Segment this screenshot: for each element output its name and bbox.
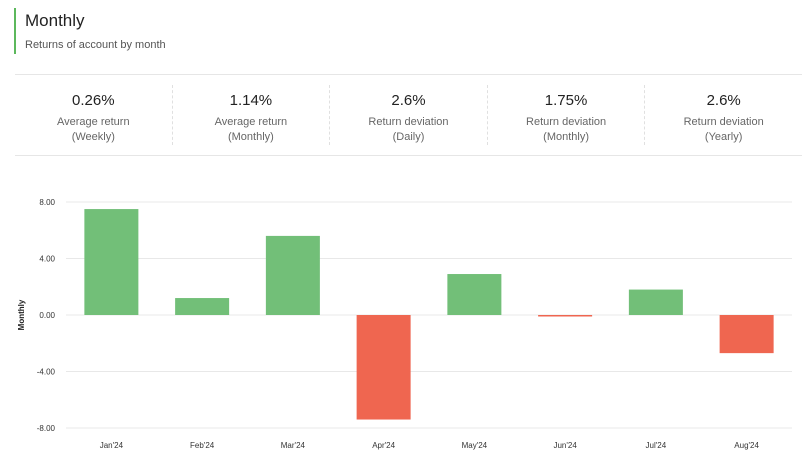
- y-tick-label: -4.00: [37, 368, 56, 377]
- stat-label: Return deviation (Monthly): [526, 116, 607, 143]
- y-tick-label: -8.00: [37, 424, 56, 433]
- x-tick-label: Jan'24: [100, 441, 124, 450]
- label-layer: 8.00 4.00 0.00 -4.00 -8.00 Jan'24 Feb'24 Mar'24…: [37, 198, 760, 450]
- stat-return-deviation-daily: 2.6% Return deviation (Daily): [330, 85, 488, 145]
- stat-value: 2.6%: [706, 92, 741, 109]
- bar-jan-24[interactable]: [84, 209, 139, 315]
- bar-jul-24[interactable]: [628, 289, 683, 315]
- monthly-returns-chart: 8.00 4.00 0.00 -4.00 -8.00 Jan'24 Feb'24 Mar'24…: [17, 198, 792, 450]
- bar-apr-24[interactable]: [356, 315, 411, 420]
- x-tick-label: Feb'24: [190, 441, 215, 450]
- x-tick-label: Mar'24: [281, 441, 306, 450]
- stat-return-deviation-yearly: 2.6% Return deviation (Yearly): [645, 85, 802, 145]
- stat-label: Average return (Weekly): [57, 116, 130, 143]
- page-subtitle: Returns of account by month: [25, 39, 166, 51]
- x-tick-label: Aug'24: [734, 441, 759, 450]
- y-tick-label: 4.00: [39, 255, 55, 264]
- stat-value: 1.75%: [544, 92, 588, 109]
- bar-layer: [84, 209, 774, 420]
- x-tick-label: Jun'24: [553, 441, 577, 450]
- chart-header: Monthly Returns of account by month: [14, 8, 794, 54]
- bar-aug-24[interactable]: [719, 315, 774, 354]
- stat-label: Return deviation (Daily): [368, 116, 449, 143]
- y-tick-label: 8.00: [39, 198, 55, 207]
- stat-value: 0.26%: [72, 92, 115, 109]
- bar-may-24[interactable]: [447, 274, 502, 315]
- y-tick-label: 0.00: [39, 311, 55, 320]
- stat-average-return-monthly: 1.14% Average return (Monthly): [173, 85, 331, 145]
- bar-jun-24[interactable]: [538, 315, 593, 317]
- x-tick-label: Jul'24: [646, 441, 667, 450]
- stat-average-return-weekly: 0.26% Average return (Weekly): [15, 85, 173, 145]
- page-title: Monthly: [25, 11, 85, 30]
- stat-label: Average return (Monthly): [214, 116, 288, 143]
- x-tick-label: May'24: [462, 441, 488, 450]
- y-axis-title: Monthly: [17, 299, 26, 330]
- stats-summary: 0.26% Average return (Weekly) 1.14% Aver…: [15, 74, 802, 156]
- stat-return-deviation-monthly: 1.75% Return deviation (Monthly): [488, 85, 646, 145]
- stat-value: 1.14%: [229, 92, 273, 109]
- bar-mar-24[interactable]: [265, 235, 320, 315]
- bar-feb-24[interactable]: [175, 298, 230, 315]
- stat-value: 2.6%: [391, 92, 426, 109]
- grid-layer: [66, 201, 792, 429]
- x-tick-label: Apr'24: [372, 441, 395, 450]
- stat-label: Return deviation (Yearly): [683, 116, 764, 143]
